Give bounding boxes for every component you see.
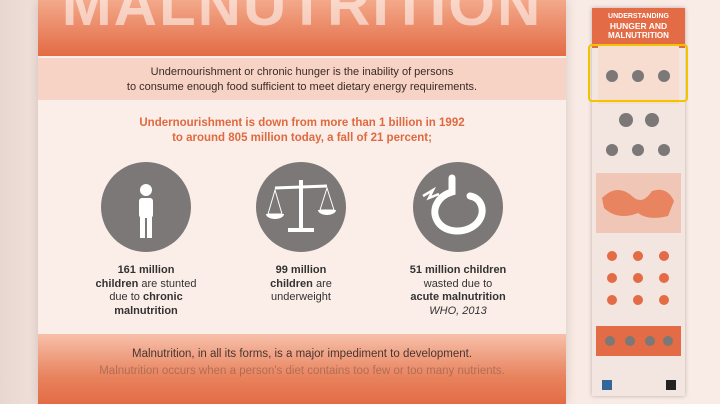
- stat-line: due to chronic: [71, 291, 221, 305]
- stat-line: 99 million: [226, 264, 376, 278]
- stat-text: 99 million children are underweight: [226, 264, 376, 305]
- sidebar-title: UNDERSTANDING: [608, 13, 669, 20]
- scales-icon: [256, 162, 346, 252]
- stat-segment: malnutrition: [114, 304, 178, 317]
- stat-segment: WHO, 2013: [429, 304, 487, 317]
- stat-segment: are stunted: [138, 277, 197, 290]
- stat-segment: children: [270, 277, 313, 290]
- headline-line: Undernourishment is down from more than …: [139, 117, 465, 129]
- footer-line: Malnutrition occurs when a person's diet…: [99, 365, 505, 377]
- top-band: MALNUTRITION: [38, 0, 566, 56]
- stat-text: 161 million children are stunted due to ch…: [71, 264, 221, 318]
- stat-segment: are: [312, 277, 332, 290]
- stat-segment: children: [95, 277, 139, 290]
- child-icon: [101, 162, 191, 252]
- highlight-box: [588, 44, 688, 102]
- footer-line: Malnutrition, in all its forms, is a maj…: [131, 348, 473, 360]
- stomach-icon: [413, 162, 503, 252]
- stat-line: 51 million children: [383, 264, 533, 278]
- stat-line: 161 million: [71, 264, 221, 278]
- stat-line: acute malnutrition: [383, 291, 533, 305]
- stat-line: malnutrition: [71, 305, 221, 319]
- stat-text: 51 million children wasted due to acute ma…: [383, 264, 533, 318]
- stat-segment: acute malnutrition: [410, 291, 506, 303]
- stat-segment: wasted due to: [423, 277, 493, 290]
- sidebar-title: HUNGER AND: [609, 21, 668, 31]
- stat-segment: 51 million children: [409, 264, 507, 276]
- stat-segment: underweight: [271, 291, 331, 303]
- stat-segment: 99 million: [275, 264, 327, 276]
- definition-line: Undernourishment or chronic hunger is th…: [150, 66, 454, 78]
- sidebar-title: MALNUTRITION: [608, 31, 669, 40]
- stat-segment: due to: [109, 291, 143, 303]
- stat-segment: 161 million: [117, 264, 175, 276]
- headline-line: to around 805 million today, a fall of 2…: [172, 132, 432, 144]
- definition-band: [38, 58, 566, 100]
- definition-line: to consume enough food sufficient to mee…: [126, 81, 478, 93]
- stat-line: wasted due to: [383, 278, 533, 292]
- stat-line: children are: [226, 278, 376, 292]
- bottom-band: [38, 334, 566, 404]
- stat-segment: chronic: [142, 291, 183, 303]
- banner-title: MALNUTRITION: [61, 0, 543, 38]
- stat-line: underweight: [226, 291, 376, 305]
- sidebar-art: [592, 8, 685, 390]
- stat-line: WHO, 2013: [383, 305, 533, 319]
- stat-line: children are stunted: [71, 278, 221, 292]
